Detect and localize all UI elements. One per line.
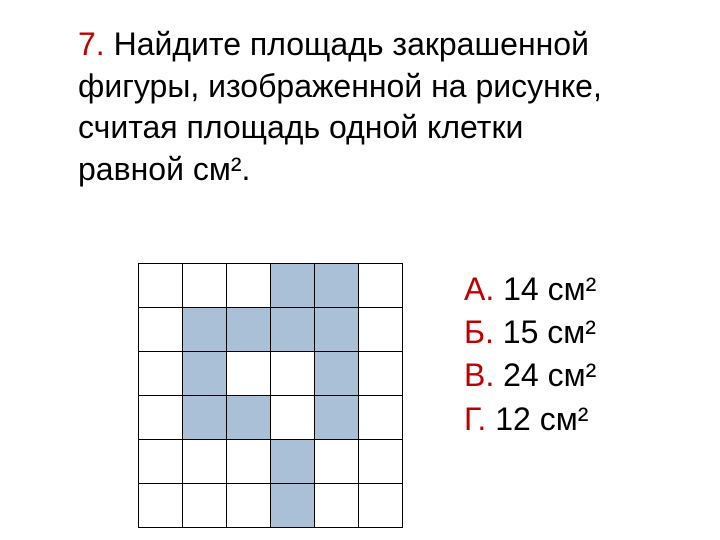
- grid-cell: [139, 440, 183, 484]
- grid-cell: [359, 352, 403, 396]
- question-text: 7. Найдите площадь закрашенной фигуры, и…: [78, 24, 618, 190]
- grid-cell: [183, 308, 227, 352]
- grid-cell: [139, 484, 183, 528]
- grid-cell: [315, 308, 359, 352]
- answer-letter: Б.: [464, 314, 494, 350]
- grid-cell: [271, 440, 315, 484]
- answer-option-a: А. 14 см²: [464, 268, 596, 311]
- grid-cell: [359, 264, 403, 308]
- grid-cell: [139, 264, 183, 308]
- grid-cell: [139, 396, 183, 440]
- grid-cell: [271, 484, 315, 528]
- grid-cell: [271, 352, 315, 396]
- answer-text: 24 см²: [503, 357, 596, 393]
- grid-cell: [227, 484, 271, 528]
- grid-cell: [359, 396, 403, 440]
- grid-cell: [183, 264, 227, 308]
- grid-cell: [359, 308, 403, 352]
- answer-text: 12 см²: [495, 401, 588, 437]
- grid-cell: [227, 308, 271, 352]
- grid-figure: [138, 263, 403, 528]
- grid-cell: [359, 484, 403, 528]
- answer-option-d: Г. 12 см²: [464, 398, 596, 441]
- grid-cell: [183, 484, 227, 528]
- grid-cell: [183, 396, 227, 440]
- question-number: 7.: [78, 26, 105, 62]
- grid-cell: [315, 440, 359, 484]
- question-body: Найдите площадь закрашенной фигуры, изоб…: [78, 26, 602, 187]
- grid-cell: [227, 264, 271, 308]
- grid-cell: [271, 308, 315, 352]
- answer-letter: В.: [464, 357, 494, 393]
- grid-table: [138, 263, 403, 528]
- grid-cell: [227, 352, 271, 396]
- grid-cell: [315, 264, 359, 308]
- answer-text: 14 см²: [503, 271, 596, 307]
- grid-cell: [227, 440, 271, 484]
- grid-cell: [139, 308, 183, 352]
- answer-text: 15 см²: [503, 314, 596, 350]
- grid-cell: [139, 352, 183, 396]
- answer-letter: Г.: [464, 401, 486, 437]
- grid-cell: [315, 396, 359, 440]
- grid-cell: [359, 440, 403, 484]
- answers-list: А. 14 см² Б. 15 см² В. 24 см² Г. 12 см²: [464, 268, 596, 441]
- answer-option-c: В. 24 см²: [464, 354, 596, 397]
- grid-cell: [271, 264, 315, 308]
- grid-cell: [183, 440, 227, 484]
- answer-letter: А.: [464, 271, 494, 307]
- grid-cell: [227, 396, 271, 440]
- grid-cell: [183, 352, 227, 396]
- grid-cell: [315, 484, 359, 528]
- grid-cell: [271, 396, 315, 440]
- answer-option-b: Б. 15 см²: [464, 311, 596, 354]
- grid-cell: [315, 352, 359, 396]
- question-block: 7. Найдите площадь закрашенной фигуры, и…: [78, 24, 618, 190]
